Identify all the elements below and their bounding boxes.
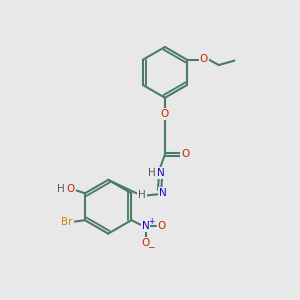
Text: O: O — [158, 221, 166, 231]
Text: O: O — [161, 109, 169, 119]
Text: O: O — [141, 238, 150, 248]
Text: N: N — [157, 168, 165, 178]
Text: N: N — [159, 188, 167, 198]
Text: −: − — [147, 242, 154, 251]
Text: +: + — [148, 217, 155, 226]
Text: O: O — [67, 184, 75, 194]
Text: N: N — [142, 221, 149, 231]
Text: O: O — [181, 149, 189, 160]
Text: H: H — [57, 184, 64, 194]
Text: H: H — [148, 168, 156, 178]
Text: Br: Br — [61, 217, 73, 227]
Text: H: H — [138, 190, 146, 200]
Text: O: O — [200, 54, 208, 64]
